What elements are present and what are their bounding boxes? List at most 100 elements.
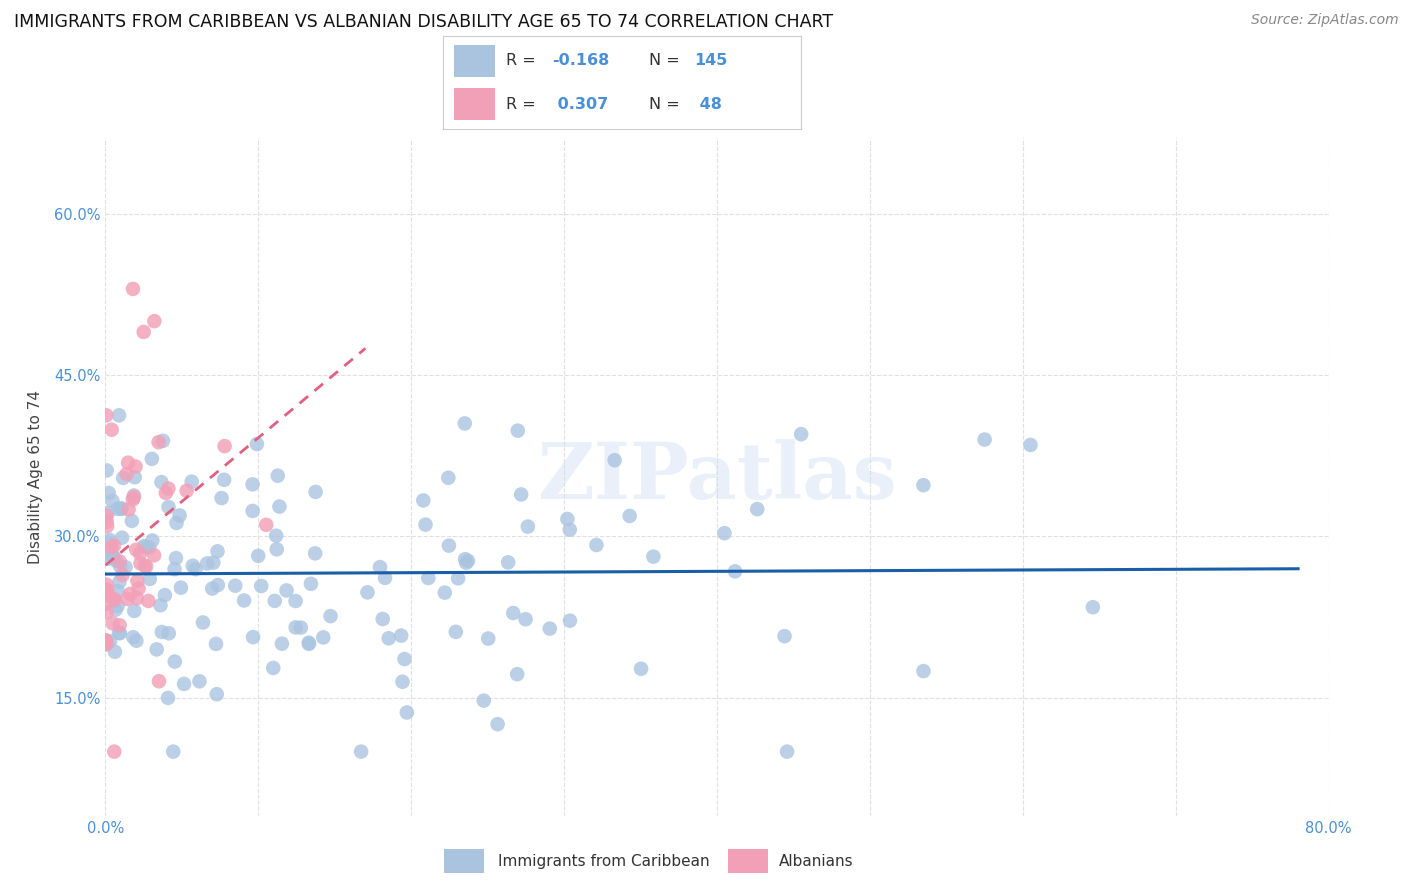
Point — [98, 634, 121, 648]
Text: ZIPatlas: ZIPatlas — [537, 439, 897, 516]
Point — [201, 582, 224, 596]
Point — [557, 512, 579, 526]
Point — [176, 483, 198, 498]
Point — [395, 706, 418, 720]
Point — [94, 638, 117, 652]
Point — [284, 620, 307, 634]
Point — [118, 502, 141, 516]
Point — [112, 471, 135, 485]
Point — [121, 492, 143, 507]
Point — [304, 546, 326, 560]
Point — [117, 456, 139, 470]
Point — [148, 435, 170, 450]
Point — [101, 494, 124, 508]
Point — [264, 529, 287, 543]
Point — [157, 690, 180, 705]
Point — [122, 604, 145, 618]
Point — [304, 484, 326, 499]
Point — [790, 427, 813, 442]
Text: 48: 48 — [695, 96, 721, 112]
Point — [134, 539, 156, 553]
Point — [141, 451, 163, 466]
Point — [107, 584, 129, 599]
Point — [107, 501, 129, 516]
Point — [515, 612, 537, 626]
Point — [129, 547, 152, 561]
Point — [143, 549, 166, 563]
Point — [202, 556, 225, 570]
Point — [973, 433, 995, 447]
Point — [122, 282, 145, 296]
Point — [143, 314, 166, 328]
Point — [163, 655, 186, 669]
Point — [96, 535, 118, 549]
Point — [506, 424, 529, 438]
Point — [128, 582, 150, 596]
Point — [105, 554, 128, 568]
Point — [377, 632, 399, 646]
Point — [724, 565, 747, 579]
Point — [155, 486, 177, 500]
Text: Albanians: Albanians — [779, 854, 853, 869]
Point — [110, 501, 132, 516]
Text: N =: N = — [650, 96, 685, 112]
Text: 0.307: 0.307 — [553, 96, 609, 112]
Point — [103, 745, 125, 759]
Point — [134, 558, 156, 573]
Point — [148, 674, 170, 689]
Point — [433, 585, 456, 599]
Point — [456, 556, 478, 570]
Point — [747, 502, 769, 516]
Point — [276, 583, 298, 598]
Point — [454, 417, 477, 431]
Point — [170, 581, 193, 595]
FancyBboxPatch shape — [454, 45, 495, 77]
Point — [558, 614, 581, 628]
Point — [472, 693, 495, 707]
Point — [242, 630, 264, 644]
Point — [104, 645, 127, 659]
Point — [585, 538, 607, 552]
Point — [96, 519, 118, 533]
Point — [125, 542, 148, 557]
Point — [912, 664, 935, 678]
Point — [94, 588, 117, 602]
Point — [437, 539, 460, 553]
Point — [516, 519, 538, 533]
Point — [96, 578, 118, 592]
Point — [107, 599, 129, 613]
Point — [457, 554, 479, 568]
Point — [153, 588, 176, 602]
Point — [127, 574, 149, 588]
Point — [166, 516, 188, 530]
Point — [298, 637, 321, 651]
Text: IMMIGRANTS FROM CARIBBEAN VS ALBANIAN DISABILITY AGE 65 TO 74 CORRELATION CHART: IMMIGRANTS FROM CARIBBEAN VS ALBANIAN DI… — [14, 13, 834, 31]
Point — [101, 616, 124, 631]
Point — [263, 594, 285, 608]
Point — [108, 559, 131, 574]
Point — [96, 508, 118, 523]
Point — [103, 550, 125, 565]
Point — [312, 631, 335, 645]
Y-axis label: Disability Age 65 to 74: Disability Age 65 to 74 — [28, 390, 44, 565]
Text: R =: R = — [506, 54, 540, 69]
Point — [100, 541, 122, 555]
Point — [212, 473, 235, 487]
Point — [150, 475, 173, 490]
Point — [122, 630, 145, 644]
Point — [205, 687, 228, 701]
Point — [247, 549, 270, 563]
Point — [108, 625, 131, 640]
Point — [368, 560, 391, 574]
Text: -0.168: -0.168 — [553, 54, 609, 69]
Point — [138, 541, 160, 555]
Point — [350, 745, 373, 759]
Point — [108, 409, 131, 423]
Point — [110, 502, 132, 516]
Point — [477, 632, 499, 646]
Point — [138, 594, 160, 608]
Point — [124, 459, 146, 474]
FancyBboxPatch shape — [444, 849, 484, 873]
Point — [139, 572, 162, 586]
Point — [150, 625, 173, 640]
